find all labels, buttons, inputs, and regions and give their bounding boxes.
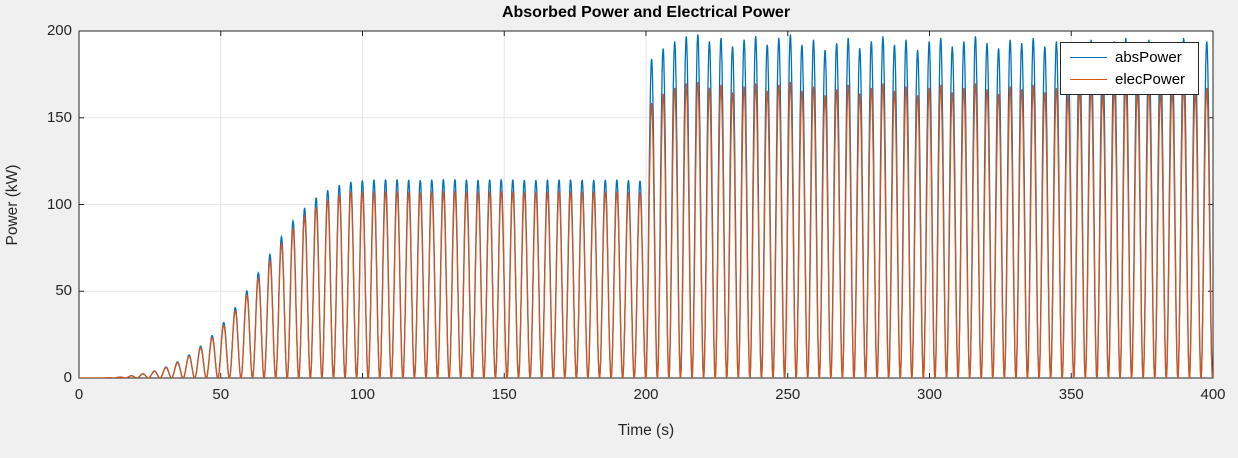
y-tick-label: 50 bbox=[55, 282, 72, 300]
legend-label-elecpower: elecPower bbox=[1115, 71, 1186, 89]
y-tick-label: 100 bbox=[46, 195, 72, 213]
legend: absPower elecPower bbox=[1060, 42, 1199, 95]
abspower-line-sample bbox=[1070, 56, 1107, 58]
x-tick-label: 100 bbox=[349, 386, 376, 403]
x-tick-label: 0 bbox=[74, 386, 84, 403]
series-elecPower bbox=[79, 81, 1213, 378]
x-tick-label: 300 bbox=[916, 386, 943, 403]
chart-title: Absorbed Power and Electrical Power bbox=[501, 4, 791, 21]
elecpower-line-sample bbox=[1070, 79, 1107, 81]
x-tick-label: 200 bbox=[633, 386, 659, 403]
y-tick-label: 0 bbox=[63, 369, 72, 386]
y-axis-label: Power (kW) bbox=[4, 164, 21, 246]
legend-label-abspower: absPower bbox=[1115, 48, 1182, 66]
x-tick-label: 400 bbox=[1200, 386, 1226, 403]
x-tick-label: 250 bbox=[775, 386, 801, 403]
legend-entry-abspower: absPower bbox=[1061, 49, 1198, 66]
y-tick-label: 200 bbox=[46, 22, 72, 39]
x-tick-label: 350 bbox=[1058, 386, 1084, 403]
x-axis-label: Time (s) bbox=[617, 422, 675, 439]
legend-entry-elecpower: elecPower bbox=[1061, 71, 1198, 88]
x-tick-label: 150 bbox=[491, 386, 517, 403]
y-tick-label: 150 bbox=[46, 108, 72, 126]
x-tick-label: 50 bbox=[212, 386, 230, 403]
